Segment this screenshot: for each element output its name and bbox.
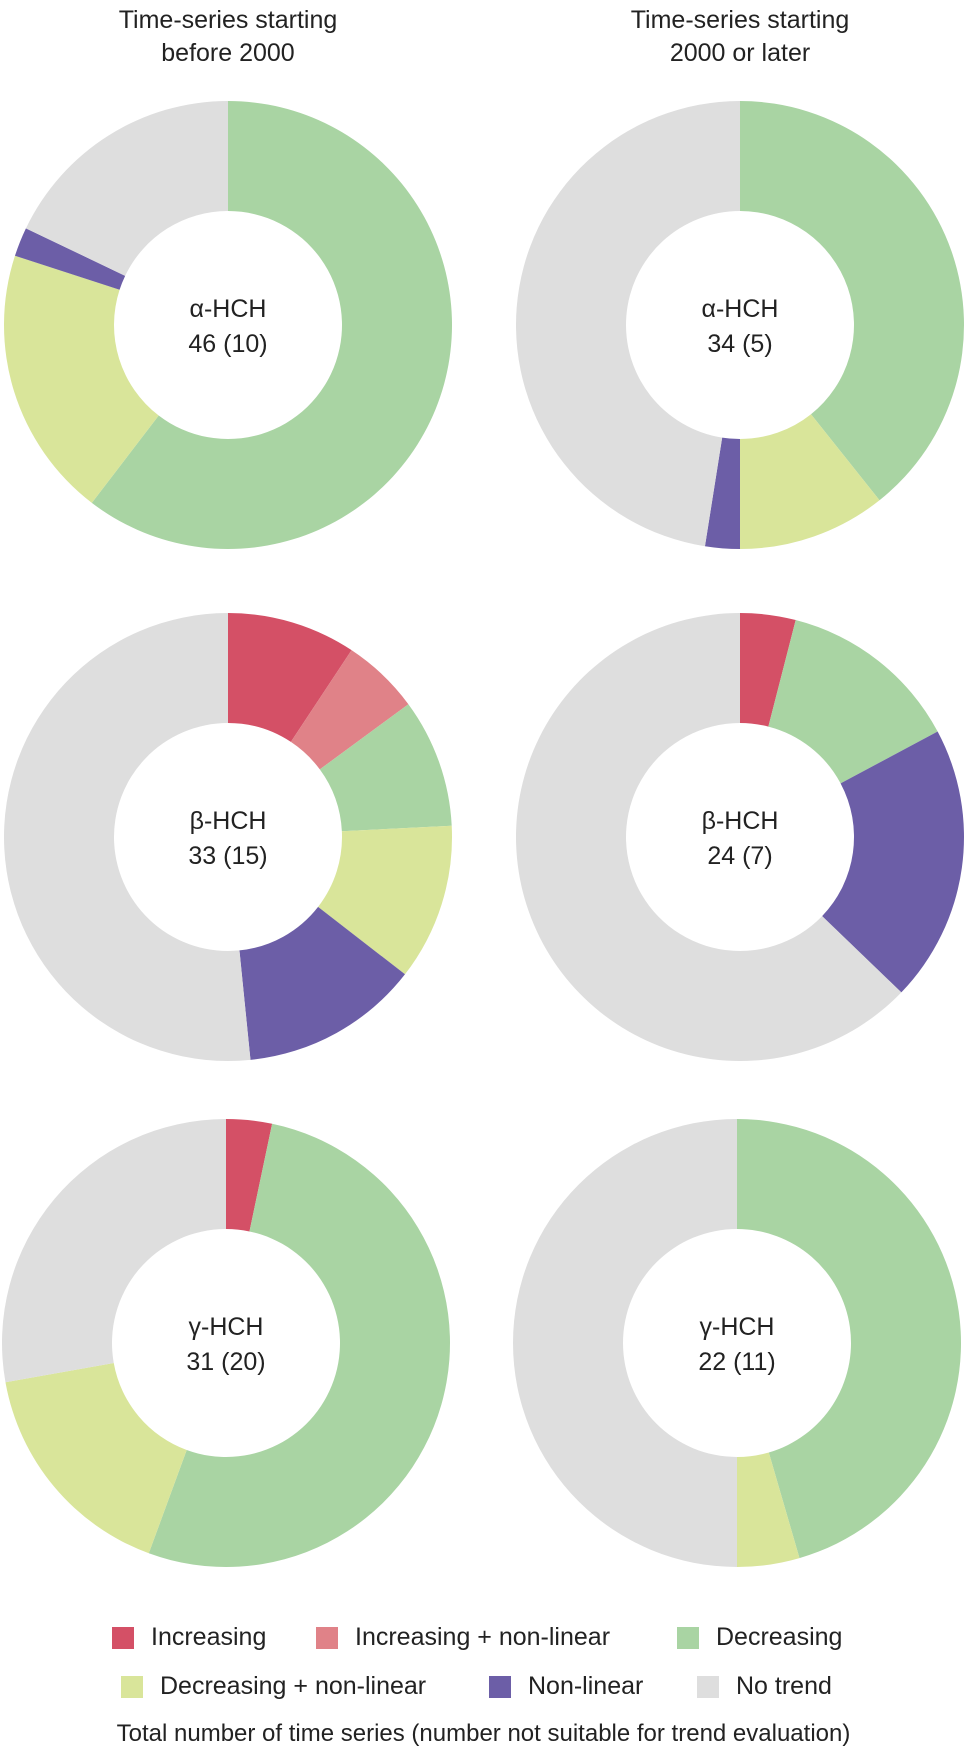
donut-center-compound-label: γ-HCH — [189, 1313, 264, 1341]
column-header-before-2000: Time-series starting before 2000 — [78, 4, 378, 70]
legend-label: Non-linear — [528, 1672, 644, 1700]
legend-label: Decreasing + non-linear — [160, 1672, 427, 1700]
donut-center-count-label: 22 (11) — [698, 1348, 775, 1376]
donut-slice-no-trend — [516, 101, 740, 547]
donut-slice-increasing — [740, 613, 796, 727]
column-header-line: Time-series starting — [118, 6, 338, 34]
donut-center-count-label: 33 (15) — [188, 842, 267, 870]
donut-slice-non-linear — [822, 731, 965, 993]
column-header-line: Time-series starting — [630, 6, 850, 34]
legend-swatch — [112, 1626, 134, 1649]
legend-item-decreasing: Decreasing — [677, 1623, 842, 1652]
donut-chart-4: β-HCH 24 (7) — [516, 613, 965, 1061]
donut-slice-increasing — [228, 613, 352, 742]
donut-chart-6: γ-HCH 22 (11) — [513, 1119, 962, 1568]
donut-chart-2: α-HCH 34 (5) — [516, 101, 965, 549]
donut-slice-decreasing-non-linear — [318, 825, 452, 975]
donut-slice-increasing-non-linear — [290, 650, 409, 770]
donut-center-count-label: 24 (7) — [707, 842, 772, 870]
footnote: Total number of time series (number not … — [116, 1720, 851, 1747]
donut-slice-non-linear — [704, 437, 740, 549]
legend-swatch — [697, 1675, 719, 1698]
legend-swatch — [121, 1675, 143, 1698]
donut-slice-decreasing — [768, 620, 938, 784]
legend-swatch — [677, 1626, 699, 1649]
legend-label: Increasing — [151, 1623, 267, 1651]
donut-slice-decreasing — [91, 101, 453, 549]
donut-center-compound-label: γ-HCH — [700, 1313, 775, 1341]
legend-label: Increasing + non-linear — [355, 1623, 611, 1651]
donut-center-count-label: 34 (5) — [707, 330, 772, 358]
legend-item-increasing-non-linear: Increasing + non-linear — [316, 1623, 610, 1652]
donut-slice-no-trend — [3, 613, 251, 1061]
donut-center-count-label: 46 (10) — [188, 330, 267, 358]
donut-slice-decreasing — [740, 101, 965, 501]
donut-slice-decreasing-non-linear — [740, 414, 880, 549]
donut-center-compound-label: α-HCH — [190, 295, 267, 323]
legend-item-non-linear: Non-linear — [489, 1672, 643, 1701]
legend-swatch — [316, 1626, 338, 1649]
donut-slice-decreasing — [319, 704, 452, 832]
donut-slice-non-linear — [239, 906, 405, 1060]
legend-item-no-trend: No trend — [697, 1672, 832, 1701]
donut-chart-3: β-HCH 33 (15) — [3, 613, 452, 1061]
column-header-2000-or-later: Time-series starting 2000 or later — [590, 4, 890, 70]
legend-label: Decreasing — [716, 1623, 843, 1651]
donut-slice-decreasing-non-linear — [737, 1452, 800, 1568]
donut-slice-decreasing-non-linear — [5, 1362, 187, 1554]
column-header-line: before 2000 — [161, 39, 295, 67]
donut-slice-no-trend — [1, 1119, 226, 1383]
donut-chart-5: γ-HCH 31 (20) — [1, 1119, 450, 1567]
legend-label: No trend — [736, 1672, 832, 1700]
donut-chart-1: α-HCH 46 (10) — [3, 101, 453, 549]
donut-slice-no-trend — [516, 613, 902, 1061]
donut-slice-decreasing-non-linear — [3, 255, 159, 503]
legend-item-increasing: Increasing — [112, 1623, 266, 1652]
donut-slice-no-trend — [25, 101, 228, 276]
donut-center-compound-label: α-HCH — [702, 295, 779, 323]
donut-center-count-label: 31 (20) — [186, 1348, 265, 1376]
donut-center-compound-label: β-HCH — [190, 807, 267, 835]
donut-slice-increasing — [226, 1119, 273, 1232]
donut-slice-decreasing — [737, 1119, 962, 1559]
legend-item-decreasing-non-linear: Decreasing + non-linear — [121, 1672, 426, 1701]
donut-center-compound-label: β-HCH — [702, 807, 779, 835]
donut-slice-no-trend — [513, 1119, 737, 1567]
donut-slice-decreasing — [148, 1123, 450, 1567]
donut-slice-non-linear — [14, 228, 126, 290]
column-header-line: 2000 or later — [669, 39, 811, 67]
legend-swatch — [489, 1675, 511, 1698]
